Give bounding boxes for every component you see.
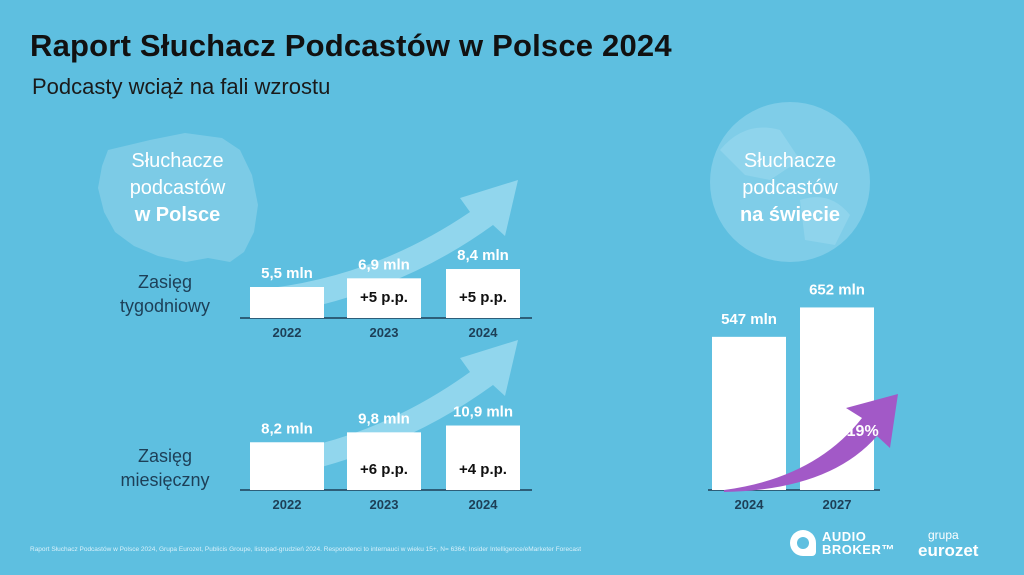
monthly-tick-label-2024: 2024 — [469, 497, 499, 512]
poland-label-bold: w Polsce — [134, 204, 221, 226]
weekly-tick-label-2023: 2023 — [370, 325, 399, 340]
monthly-change-label-2023: +6 p.p. — [360, 461, 408, 478]
audio-broker-logo: AUDIO BROKER™ — [790, 530, 895, 556]
weekly-bar-2024 — [446, 269, 520, 318]
monthly-value-label-2024: 10,9 mln — [453, 404, 513, 421]
monthly-bar-2022 — [250, 442, 324, 490]
globe-icon — [710, 102, 870, 262]
weekly-growth-arrow — [252, 180, 518, 318]
monthly-label-line1: Zasięg — [137, 446, 193, 466]
monthly-row-label: Zasięg miesięczny — [100, 444, 230, 492]
weekly-tick-label-2024: 2024 — [469, 325, 499, 340]
world-tick-label-2027: 2027 — [823, 497, 852, 512]
audio-logo-line2: BROKER™ — [822, 542, 895, 557]
monthly-tick-label-2022: 2022 — [273, 497, 302, 512]
weekly-value-label-2024: 8,4 mln — [457, 247, 509, 264]
monthly-bar-2024 — [446, 425, 520, 490]
monthly-label-line2: miesięczny — [120, 470, 210, 490]
world-label-line2: podcastów — [742, 177, 838, 199]
source-footnote: Raport Słuchacz Podcastów w Polsce 2024,… — [30, 546, 581, 553]
weekly-value-label-2022: 5,5 mln — [261, 265, 313, 282]
weekly-bar-2022 — [250, 287, 324, 318]
weekly-change-label-2023: +5 p.p. — [360, 289, 408, 306]
page-title: Raport Słuchacz Podcastów w Polsce 2024 — [30, 28, 672, 63]
monthly-change-label-2024: +4 p.p. — [459, 461, 507, 478]
world-growth-arrow — [724, 394, 898, 492]
world-label-bold: na świecie — [739, 204, 841, 226]
world-bar-2024 — [712, 336, 786, 490]
weekly-value-label-2023: 6,9 mln — [358, 256, 410, 273]
weekly-change-label-2024: +5 p.p. — [459, 289, 507, 306]
world-label-line1: Słuchacze — [743, 150, 837, 172]
world-value-label-2027: 652 mln — [809, 281, 865, 298]
world-tick-label-2024: 2024 — [735, 497, 765, 512]
poland-label-line2: podcastów — [129, 177, 226, 199]
world-value-label-2024: 547 mln — [721, 311, 777, 328]
eurozet-logo-small: grupa — [928, 528, 959, 542]
page-subtitle: Podcasty wciąż na fali wzrostu — [32, 74, 331, 99]
monthly-value-label-2023: 9,8 mln — [358, 410, 410, 427]
audio-broker-mark-icon — [790, 530, 816, 556]
audio-logo-line1: AUDIO — [822, 529, 867, 544]
weekly-label-line2: tygodniowy — [119, 296, 211, 316]
weekly-label-line1: Zasięg — [137, 272, 193, 292]
poland-panel-label: Słuchacze podcastów w Polsce — [100, 148, 255, 229]
monthly-bar-2023 — [347, 432, 421, 490]
monthly-tick-label-2023: 2023 — [370, 497, 399, 512]
weekly-row-label: Zasięg tygodniowy — [100, 270, 230, 318]
eurozet-logo-big: eurozet — [918, 541, 979, 560]
weekly-bar-2023 — [347, 278, 421, 318]
weekly-tick-label-2022: 2022 — [273, 325, 302, 340]
eurozet-logo: grupa eurozet — [918, 528, 979, 560]
world-panel-label: Słuchacze podcastów na świecie — [712, 148, 868, 229]
world-growth-label: +19% — [837, 423, 878, 440]
monthly-value-label-2022: 8,2 mln — [261, 420, 313, 437]
poland-label-line1: Słuchacze — [131, 150, 224, 172]
poland-map-icon — [98, 133, 258, 262]
